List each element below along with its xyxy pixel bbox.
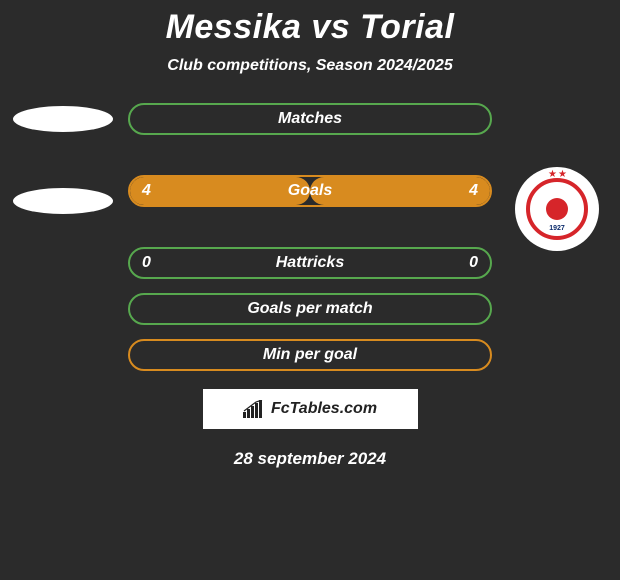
badge-year: 1927 (549, 225, 565, 232)
left-team-second-placeholder-slot (12, 185, 114, 217)
stat-bar-matches: Matches (128, 103, 492, 135)
fctables-brand[interactable]: FcTables.com (203, 389, 418, 429)
stat-bar-hattricks: 0 Hattricks 0 (128, 247, 492, 279)
brand-text: FcTables.com (271, 400, 377, 418)
stat-row-goals: 4 Goals 4 ★ ★ 1927 (0, 149, 620, 233)
right-team-logo-slot (506, 103, 608, 135)
page-subtitle: Club competitions, Season 2024/2025 (167, 57, 452, 75)
left-team-placeholder (13, 106, 113, 132)
left-empty-slot (12, 339, 114, 371)
stat-label: Goals per match (247, 300, 372, 318)
stat-label: Goals (288, 182, 332, 200)
date-text: 28 september 2024 (234, 449, 386, 469)
right-empty-slot (506, 339, 608, 371)
badge-inner-ring: 1927 (526, 178, 588, 240)
stat-label: Hattricks (276, 254, 344, 272)
page-title: Messika vs Torial (166, 8, 455, 47)
left-empty-slot (12, 293, 114, 325)
chart-icon (243, 400, 265, 418)
stat-value-left: 0 (142, 254, 151, 272)
stat-row-gpm: Goals per match (0, 293, 620, 325)
stat-label: Matches (278, 110, 342, 128)
right-empty-slot (506, 293, 608, 325)
stat-value-right: 0 (469, 254, 478, 272)
comparison-container: Messika vs Torial Club competitions, Sea… (0, 0, 620, 469)
stat-row-mpg: Min per goal (0, 339, 620, 371)
right-team-badge: ★ ★ 1927 (515, 167, 599, 251)
badge-ball-icon (546, 198, 568, 220)
left-team-logo-slot (12, 103, 114, 135)
stat-value-left: 4 (142, 182, 151, 200)
stat-bar-goals: 4 Goals 4 (128, 175, 492, 207)
left-team-placeholder-2 (13, 188, 113, 214)
right-empty-slot (506, 247, 608, 279)
right-team-badge-slot: ★ ★ 1927 (506, 167, 608, 251)
stat-value-right: 4 (469, 182, 478, 200)
stat-label: Min per goal (263, 346, 357, 364)
stat-row-matches: Matches (0, 103, 620, 135)
stat-row-hattricks: 0 Hattricks 0 (0, 247, 620, 279)
left-empty-slot (12, 247, 114, 279)
stat-bar-mpg: Min per goal (128, 339, 492, 371)
stat-bar-gpm: Goals per match (128, 293, 492, 325)
